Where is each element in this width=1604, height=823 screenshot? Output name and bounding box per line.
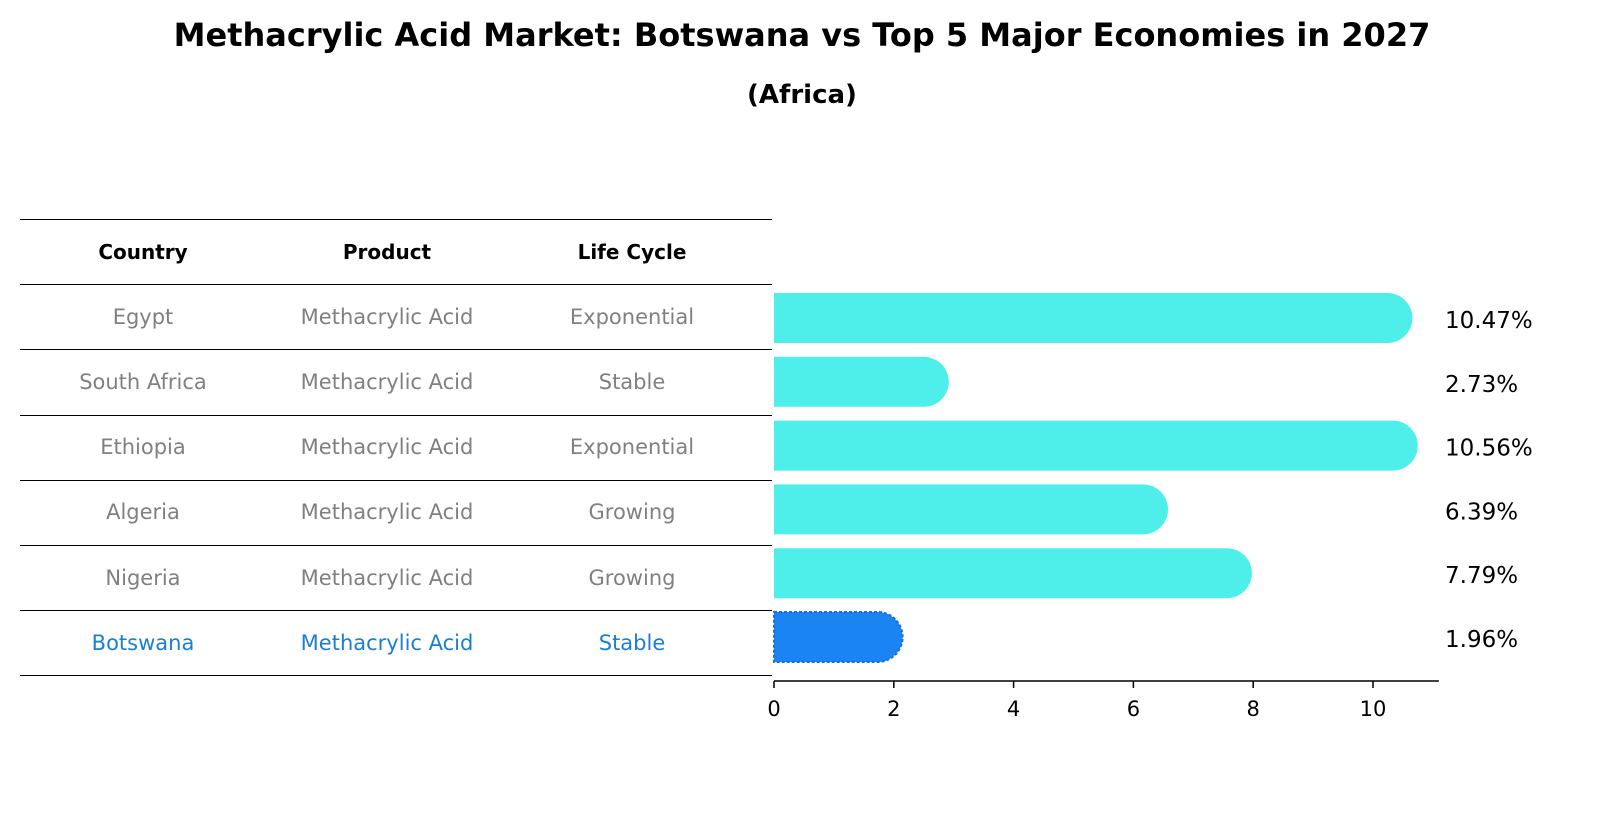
cell-product: Methacrylic Acid bbox=[300, 500, 474, 524]
table-divider bbox=[20, 415, 772, 416]
table-divider bbox=[20, 219, 772, 220]
cell-product: Methacrylic Acid bbox=[300, 370, 474, 394]
cell-product: Methacrylic Acid bbox=[300, 631, 474, 655]
table-divider bbox=[20, 610, 772, 611]
table-divider bbox=[20, 349, 772, 350]
cell-life-cycle: Growing bbox=[588, 566, 676, 590]
x-tick-label: 0 bbox=[767, 697, 780, 721]
cell-country: Botswana bbox=[91, 631, 195, 655]
cell-life-cycle: Stable bbox=[598, 370, 666, 394]
cell-country: South Africa bbox=[79, 370, 207, 394]
cell-life-cycle: Exponential bbox=[569, 305, 695, 329]
bar-south-africa bbox=[774, 356, 949, 407]
cell-product: Methacrylic Acid bbox=[300, 305, 474, 329]
cell-country: Egypt bbox=[112, 305, 174, 329]
table-divider bbox=[20, 545, 772, 546]
table-divider bbox=[20, 675, 772, 676]
chart-title: Methacrylic Acid Market: Botswana vs Top… bbox=[173, 16, 1431, 54]
cell-country: Nigeria bbox=[105, 566, 181, 590]
cell-country: Ethiopia bbox=[100, 435, 186, 459]
value-label: 10.56% bbox=[1445, 436, 1533, 462]
value-label: 6.39% bbox=[1445, 499, 1518, 525]
bar-botswana bbox=[773, 611, 904, 663]
value-label: 10.47% bbox=[1445, 308, 1533, 334]
table-divider bbox=[20, 284, 772, 285]
cell-product: Methacrylic Acid bbox=[300, 566, 474, 590]
bar-egypt bbox=[774, 293, 1413, 343]
x-tick-label: 8 bbox=[1247, 697, 1260, 721]
cell-product: Methacrylic Acid bbox=[300, 435, 474, 459]
header-product: Product bbox=[342, 240, 432, 264]
x-tick-label: 2 bbox=[887, 697, 900, 721]
value-label: 7.79% bbox=[1445, 563, 1518, 589]
bar-algeria bbox=[774, 484, 1169, 535]
value-label: 1.96% bbox=[1445, 627, 1518, 653]
header-life-cycle: Life Cycle bbox=[577, 240, 687, 264]
value-label: 2.73% bbox=[1445, 372, 1518, 398]
cell-country: Algeria bbox=[106, 500, 180, 524]
header-country: Country bbox=[98, 240, 188, 264]
x-tick-label: 10 bbox=[1360, 697, 1387, 721]
cell-life-cycle: Exponential bbox=[569, 435, 695, 459]
table-divider bbox=[20, 480, 772, 481]
chart-subtitle: (Africa) bbox=[747, 80, 857, 110]
cell-life-cycle: Growing bbox=[588, 500, 676, 524]
bar-nigeria bbox=[774, 548, 1252, 599]
x-tick-label: 6 bbox=[1127, 697, 1140, 721]
cell-life-cycle: Stable bbox=[598, 631, 666, 655]
country-table: Country Product Life Cycle Egypt Methacrylic… bbox=[0, 0, 780, 823]
x-tick-label: 4 bbox=[1007, 697, 1020, 721]
bar-ethiopia bbox=[774, 420, 1418, 471]
